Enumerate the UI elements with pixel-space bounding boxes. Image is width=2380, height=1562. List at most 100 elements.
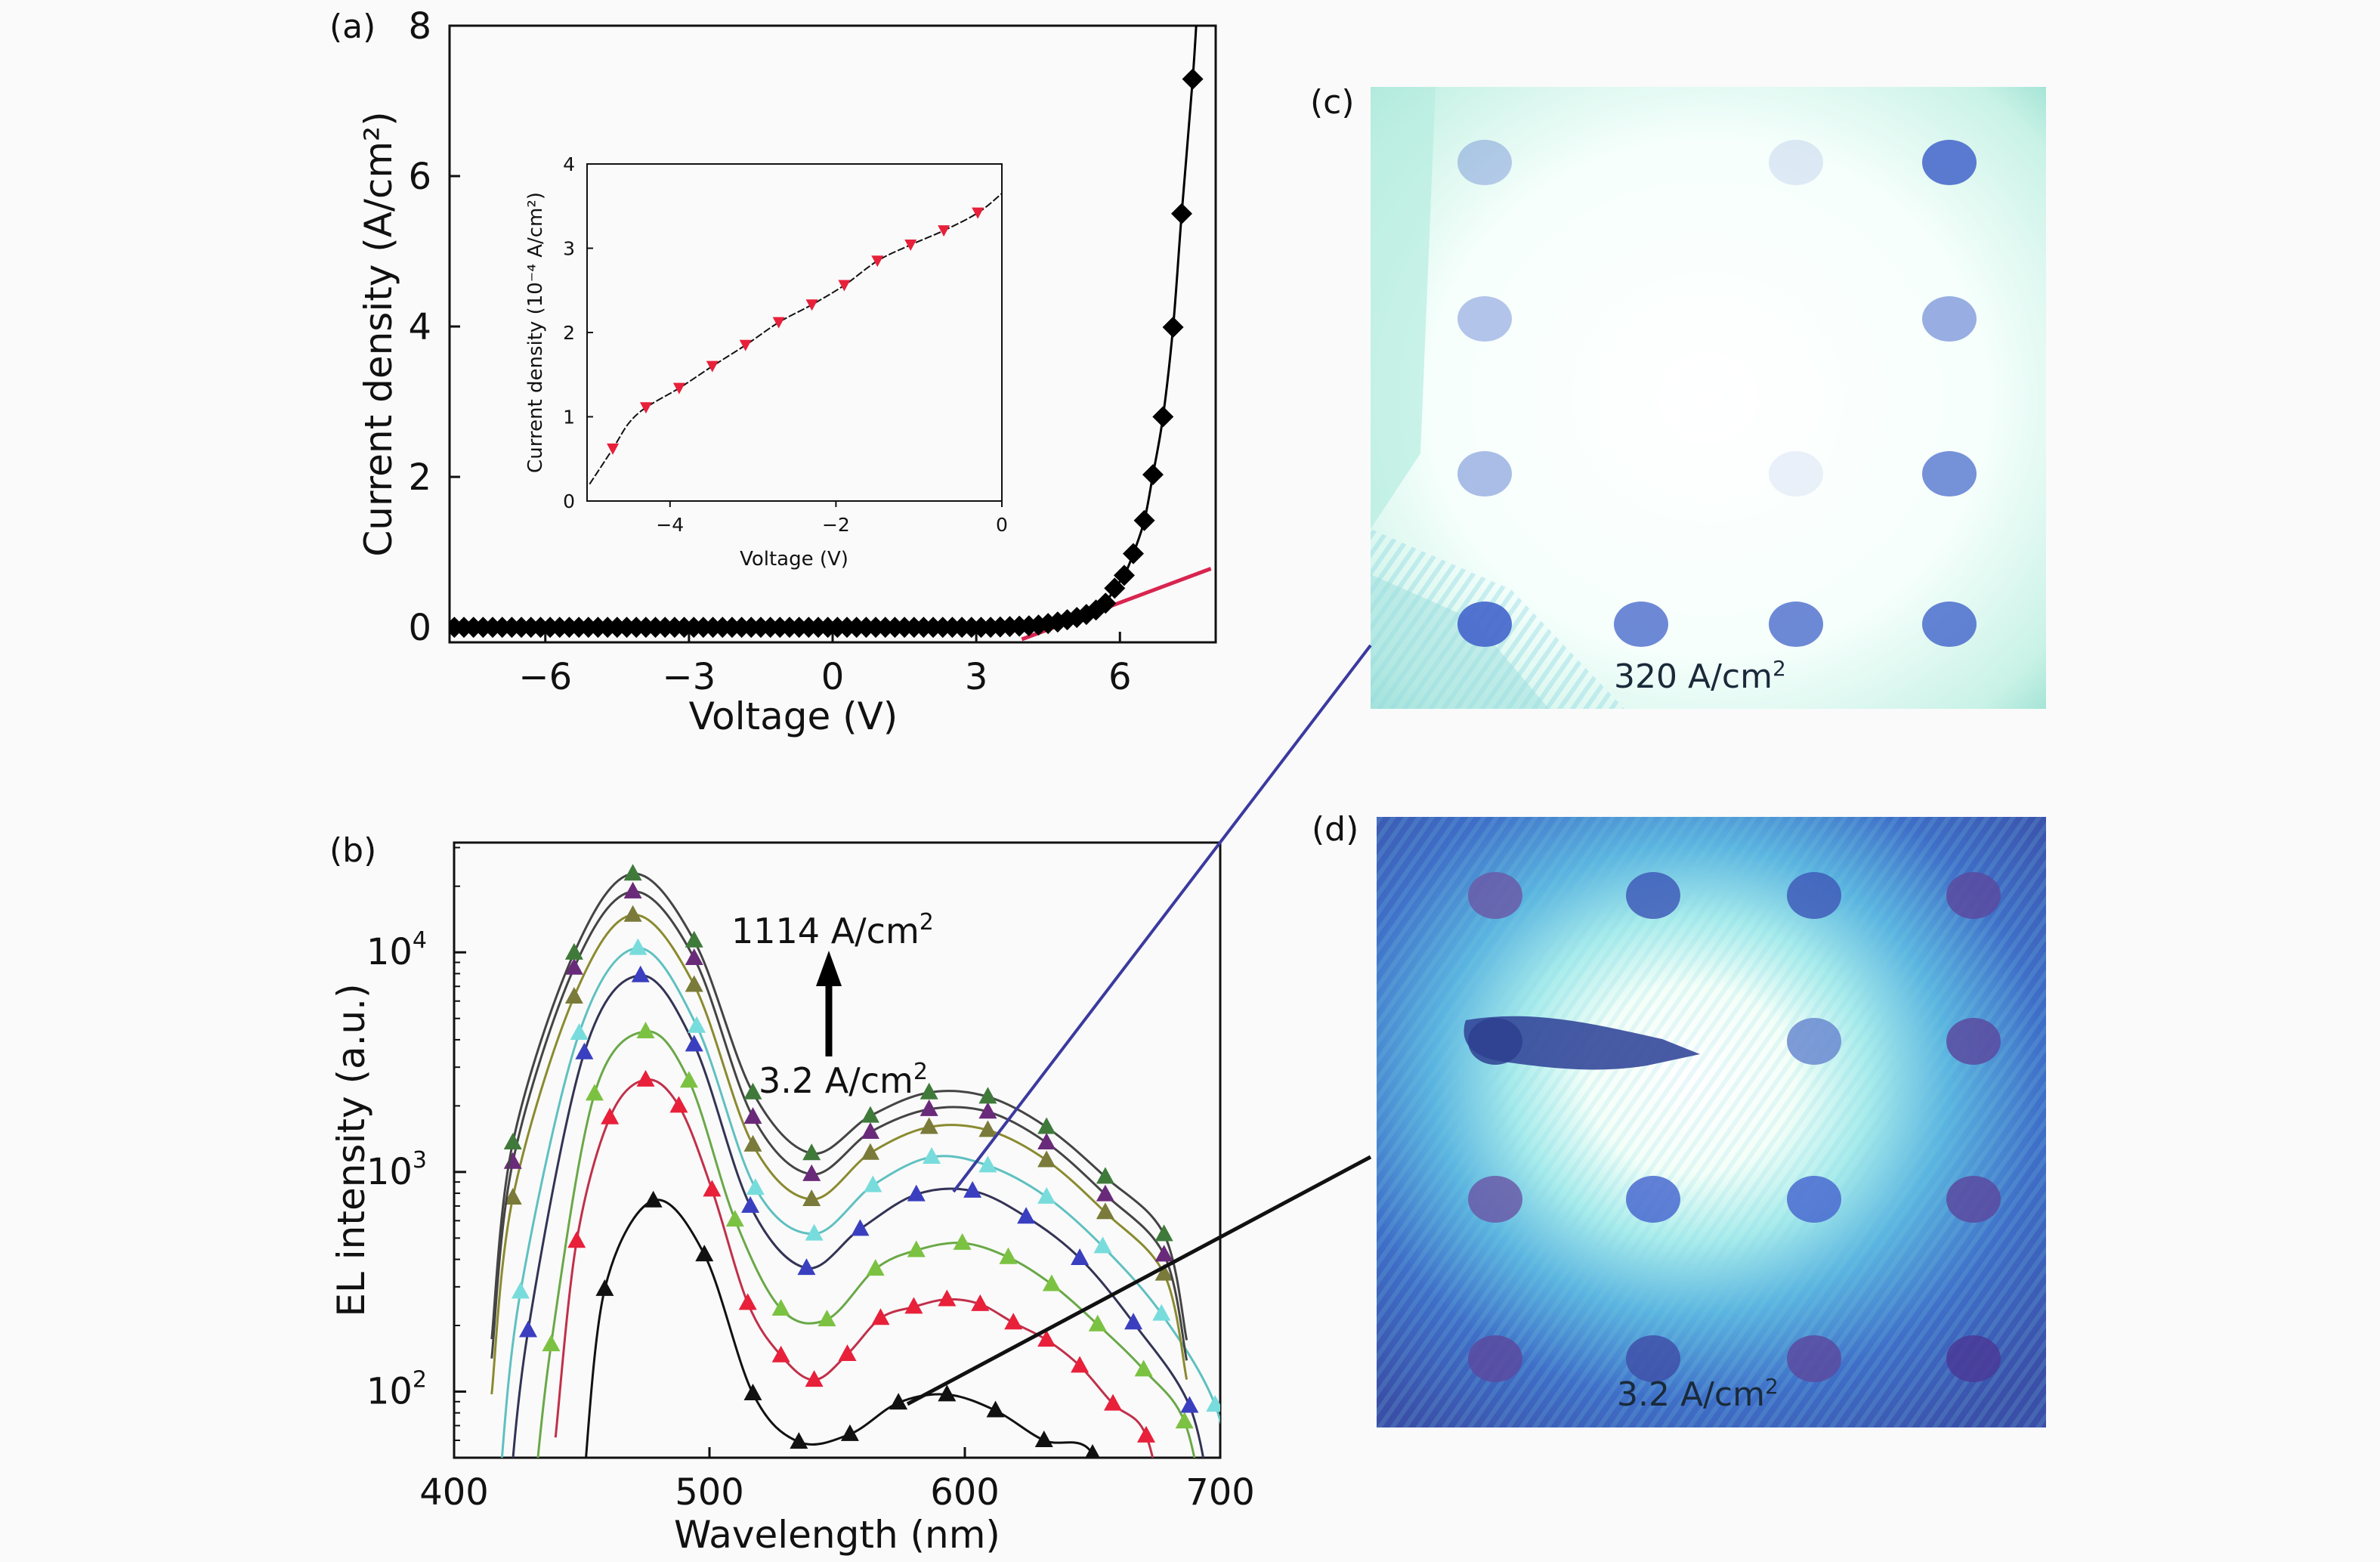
- x-tick-label: 0: [821, 656, 845, 698]
- x-tick-label: 600: [930, 1471, 1000, 1514]
- data-point-triangle: [567, 1231, 586, 1248]
- data-point-triangle: [1096, 1167, 1114, 1184]
- data-point-triangle: [636, 1022, 655, 1039]
- electrode-dot: [1769, 451, 1823, 496]
- data-point-diamond: [1113, 564, 1135, 586]
- data-point-triangle: [1037, 1133, 1056, 1150]
- data-point-triangle: [629, 938, 648, 955]
- data-point-triangle: [938, 1384, 957, 1402]
- annotation-top-current: 1114 A/cm2: [731, 909, 934, 951]
- electrode-dot: [1457, 451, 1512, 496]
- data-point-triangle: [1071, 1356, 1090, 1373]
- x-tick-label: −3: [662, 656, 716, 698]
- data-point-triangle: [920, 1082, 938, 1100]
- data-point-triangle: [601, 1107, 620, 1124]
- arrow-up-icon: [816, 951, 842, 986]
- data-point-triangle: [1042, 1274, 1061, 1291]
- data-point-triangle: [743, 1082, 762, 1100]
- x-tick-label: 3: [965, 656, 988, 698]
- data-point-triangle: [623, 881, 642, 899]
- inset-curve-line: [589, 193, 1003, 485]
- electrode-dot: [1946, 1176, 2001, 1223]
- data-point-triangle: [503, 1188, 522, 1205]
- data-point-diamond: [1122, 543, 1144, 564]
- data-point-triangle: [685, 1035, 703, 1052]
- inset-x-tick-label: −2: [822, 514, 850, 536]
- data-point-triangle-down: [672, 382, 685, 394]
- data-point-triangle: [1175, 1412, 1194, 1429]
- y-tick-label: 6: [408, 156, 431, 198]
- electrode-dot: [1787, 872, 1841, 919]
- data-point-triangle: [503, 1152, 522, 1169]
- data-point-triangle: [802, 1143, 821, 1161]
- data-point-triangle: [938, 1289, 957, 1307]
- data-point-triangle: [564, 986, 583, 1004]
- data-point-triangle-down: [772, 317, 785, 329]
- y-tick-label: 103: [366, 1147, 427, 1193]
- data-point-triangle: [738, 1293, 757, 1310]
- data-point-triangle: [564, 942, 583, 960]
- data-point-triangle: [1034, 1430, 1053, 1447]
- data-point-triangle: [688, 1016, 706, 1033]
- data-point-triangle: [595, 1279, 614, 1296]
- data-point-triangle: [741, 1195, 760, 1213]
- data-point-triangle: [725, 1210, 744, 1227]
- panel-label-c: (c): [1310, 83, 1355, 122]
- data-point-triangle: [1136, 1425, 1155, 1443]
- y-tick-label: 104: [366, 927, 427, 973]
- data-point-triangle: [802, 1189, 821, 1207]
- data-point-diamond: [1171, 203, 1193, 224]
- x-tick-label: 6: [1108, 656, 1132, 698]
- electrode-dot: [1468, 1176, 1522, 1223]
- spectrum-line: [554, 1078, 1154, 1458]
- electrode-dot: [1468, 1018, 1522, 1065]
- data-point-triangle-down: [607, 443, 620, 455]
- data-point-triangle: [1096, 1184, 1114, 1202]
- data-point-triangle: [805, 1370, 824, 1387]
- data-point-triangle: [1154, 1264, 1173, 1281]
- data-point-triangle: [685, 975, 703, 992]
- y-tick-label: 102: [366, 1367, 427, 1413]
- data-point-triangle: [889, 1393, 908, 1410]
- data-point-triangle: [1154, 1245, 1173, 1262]
- data-point-triangle: [907, 1184, 926, 1202]
- electrode-dot: [1769, 602, 1823, 647]
- data-point-triangle: [771, 1345, 790, 1362]
- data-point-triangle: [1134, 1359, 1153, 1377]
- data-point-triangle: [1180, 1396, 1199, 1413]
- x-axis-label: Voltage (V): [689, 694, 898, 738]
- data-point-diamond: [1104, 577, 1126, 599]
- data-point-triangle: [805, 1223, 824, 1241]
- data-point-triangle: [1096, 1202, 1114, 1220]
- data-point-triangle: [685, 948, 703, 966]
- data-point-triangle: [904, 1297, 923, 1314]
- el-spectra-chart: 400 500 600 700 102 103 104 Wavelength (nm) EL…: [329, 841, 1255, 1557]
- data-point-triangle: [679, 1071, 698, 1088]
- data-point-triangle: [542, 1335, 561, 1352]
- annotation-bottom-current: 3.2 A/cm2: [759, 1059, 928, 1101]
- inset-y-tick-label: 0: [563, 490, 575, 512]
- data-point-triangle: [861, 1122, 879, 1140]
- x-tick-label: 400: [419, 1471, 489, 1514]
- data-point-triangle: [1104, 1393, 1123, 1411]
- electrode-dot: [1946, 872, 2001, 919]
- inset-y-tick-label: 3: [563, 238, 575, 260]
- electrode-dot: [1468, 872, 1522, 919]
- image-caption-d: 3.2 A/cm2: [1617, 1374, 1779, 1414]
- data-point-triangle: [1071, 1248, 1090, 1265]
- data-point-triangle: [743, 1384, 762, 1401]
- spectrum-line: [490, 890, 1188, 1361]
- data-point-triangle: [1037, 1150, 1056, 1168]
- data-point-triangle: [978, 1102, 997, 1119]
- connector-line-c: [952, 644, 1372, 1193]
- data-point-triangle-down: [739, 339, 752, 351]
- data-point-diamond: [1162, 317, 1184, 339]
- image-caption-c: 320 A/cm2: [1614, 656, 1786, 696]
- data-point-triangle: [871, 1308, 890, 1325]
- data-point-triangle: [971, 1294, 990, 1311]
- connector-line-d: [906, 1155, 1372, 1406]
- x-tick-label: 500: [675, 1471, 744, 1514]
- electrode-dot: [1922, 140, 1977, 185]
- data-point-triangle: [703, 1180, 722, 1197]
